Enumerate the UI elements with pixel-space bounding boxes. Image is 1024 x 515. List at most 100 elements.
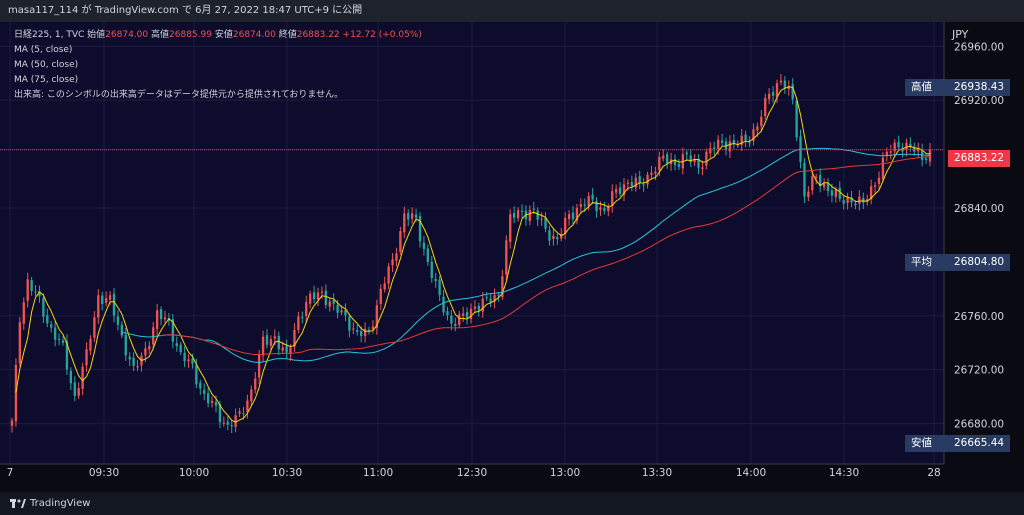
candle: [383, 276, 386, 293]
ohlc-row: 日経225, 1, TVC 始値26874.00 高値26885.99 安値26…: [14, 28, 422, 43]
candle: [297, 311, 300, 334]
candle: [516, 207, 520, 222]
candle: [650, 166, 653, 180]
candle: [246, 394, 249, 419]
candle: [673, 154, 677, 171]
candle: [434, 272, 437, 288]
candle: [791, 78, 794, 105]
candle: [116, 310, 120, 331]
candle: [807, 186, 810, 202]
avg-tag-label: 平均: [905, 254, 948, 271]
time-tick: 13:00: [550, 467, 580, 479]
candle: [685, 149, 688, 162]
tradingview-logo-icon: [10, 499, 26, 508]
symbol-label: 日経225, 1, TVC: [14, 30, 85, 40]
candle: [89, 335, 92, 356]
candle: [171, 314, 175, 349]
ma5-legend[interactable]: MA (5, close): [14, 45, 73, 55]
ma50-legend[interactable]: MA (50, close): [14, 60, 79, 70]
candle: [38, 285, 41, 303]
candle: [18, 317, 22, 367]
candle: [689, 149, 692, 167]
candle: [42, 293, 45, 324]
price-chart[interactable]: 26960.00 26920.00 26840.00 26760.00 26720.00…: [0, 22, 1024, 492]
low-tag-label: 安値: [905, 435, 948, 452]
candle: [846, 192, 849, 210]
candle: [316, 287, 320, 307]
candle: [332, 293, 335, 311]
candle: [913, 142, 916, 156]
candle: [450, 309, 453, 331]
candle: [348, 313, 351, 338]
time-axis[interactable]: [0, 464, 944, 492]
candle: [371, 320, 375, 334]
candle: [630, 175, 634, 192]
candle: [293, 323, 296, 352]
candle: [238, 407, 241, 417]
high-tag-label: 高値: [905, 79, 948, 96]
candle: [815, 173, 818, 185]
candle: [391, 253, 394, 273]
candle: [104, 291, 108, 307]
candle: [536, 207, 539, 227]
candle: [112, 287, 116, 323]
candle: [407, 209, 410, 227]
candle: [69, 367, 73, 391]
candle: [497, 292, 500, 302]
candle: [705, 148, 708, 170]
candle: [261, 330, 265, 362]
candle: [485, 292, 488, 301]
candle: [430, 255, 433, 283]
ma75-legend[interactable]: MA (75, close): [14, 75, 79, 85]
candle: [732, 134, 736, 150]
candle: [638, 170, 641, 190]
high-tag-value: 26938.43: [948, 79, 1010, 96]
candle: [622, 178, 626, 202]
candle: [379, 284, 382, 311]
candle: [877, 171, 881, 190]
time-tick: 28: [927, 467, 940, 479]
low-value: 26874.00: [232, 30, 276, 40]
candle: [179, 341, 182, 355]
change-value: +12.72 (+0.05%): [342, 30, 422, 40]
candle: [509, 209, 512, 249]
open-value: 26874.00: [105, 30, 149, 40]
candle: [46, 308, 49, 328]
candle: [701, 160, 704, 176]
candle: [328, 298, 331, 312]
candle: [501, 269, 504, 300]
close-value: 26883.22: [296, 30, 340, 40]
candle: [26, 272, 29, 308]
candle: [928, 142, 932, 167]
moving-averages: [15, 86, 931, 423]
candle: [720, 133, 724, 146]
candle: [163, 310, 167, 323]
candle: [375, 299, 379, 335]
candle: [395, 247, 398, 267]
candle: [199, 379, 202, 395]
candle: [269, 335, 273, 351]
candle: [924, 154, 928, 164]
candle: [57, 333, 61, 346]
candle: [320, 286, 324, 299]
low-tag-value: 26665.44: [948, 435, 1010, 452]
candle: [567, 209, 571, 226]
candle: [159, 306, 163, 326]
time-tick: 12:30: [457, 467, 487, 479]
candle: [575, 204, 579, 225]
candle: [493, 288, 496, 309]
candle: [697, 154, 700, 175]
candle: [454, 317, 457, 332]
candle: [254, 371, 257, 394]
candle: [760, 109, 763, 133]
candle: [893, 139, 896, 157]
candle: [767, 88, 771, 105]
candle: [693, 154, 696, 167]
candle: [469, 303, 473, 324]
candle: [230, 420, 233, 434]
price-tick: 26960.00: [954, 41, 1004, 53]
candle: [152, 321, 155, 349]
candle: [399, 226, 402, 255]
candle: [752, 123, 755, 146]
candle: [128, 352, 131, 367]
